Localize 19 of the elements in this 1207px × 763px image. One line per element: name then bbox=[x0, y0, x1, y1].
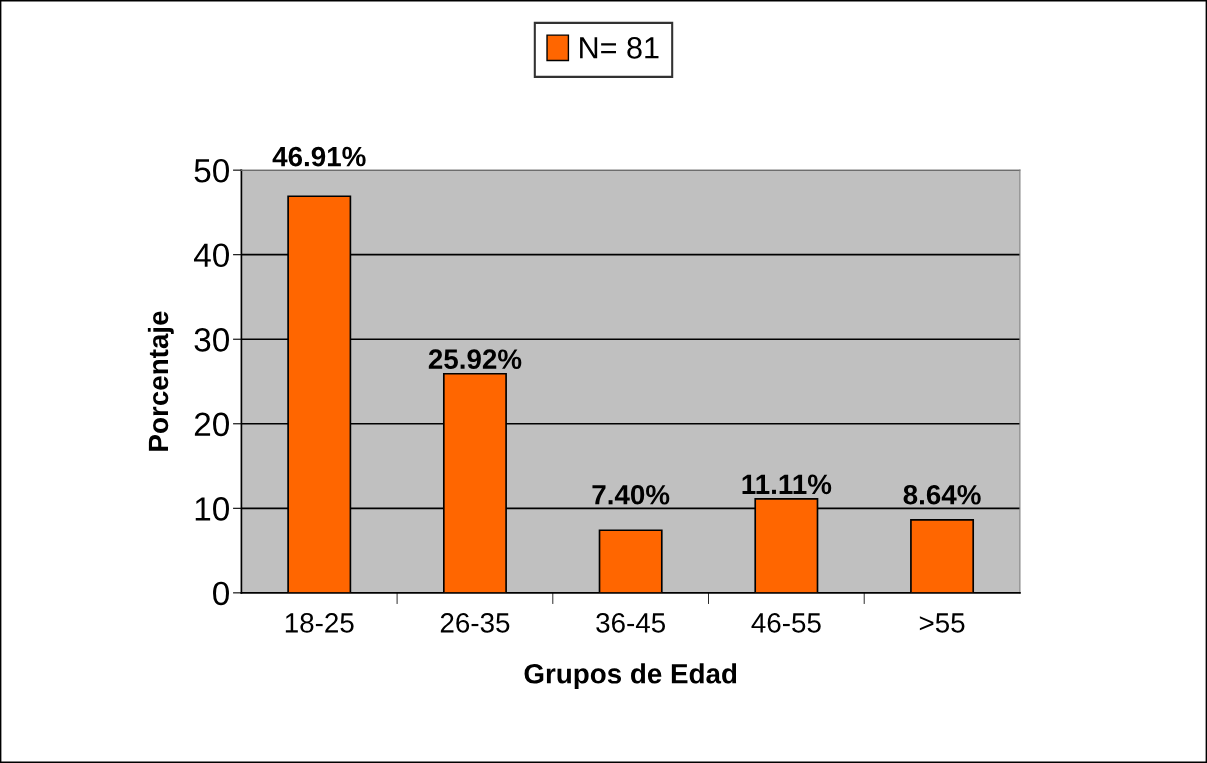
x-tick-label: 46-55 bbox=[751, 613, 821, 633]
legend-label: N= 81 bbox=[580, 37, 659, 59]
x-axis-title: Grupos de Edad bbox=[524, 663, 737, 690]
y-axis-title: Porcentaje bbox=[147, 311, 174, 451]
x-tick-label: 18-25 bbox=[285, 613, 354, 633]
y-tick-label: 0 bbox=[213, 581, 229, 606]
data-label: 11.11% bbox=[742, 474, 832, 495]
x-tick-label: >55 bbox=[919, 613, 965, 633]
y-tick-label: 50 bbox=[194, 158, 229, 183]
x-tick-label: 36-45 bbox=[596, 613, 666, 633]
data-label: 25.92% bbox=[428, 349, 522, 369]
y-tick-label: 10 bbox=[195, 497, 229, 521]
y-tick-label: 40 bbox=[193, 243, 229, 268]
x-tick-label: 26-35 bbox=[440, 613, 510, 633]
data-label: 8.64% bbox=[903, 484, 981, 505]
data-label: 7.40% bbox=[592, 484, 670, 505]
data-label: 46.91% bbox=[272, 146, 366, 167]
y-tick-label: 20 bbox=[194, 412, 229, 437]
y-tick-label: 30 bbox=[194, 328, 229, 352]
